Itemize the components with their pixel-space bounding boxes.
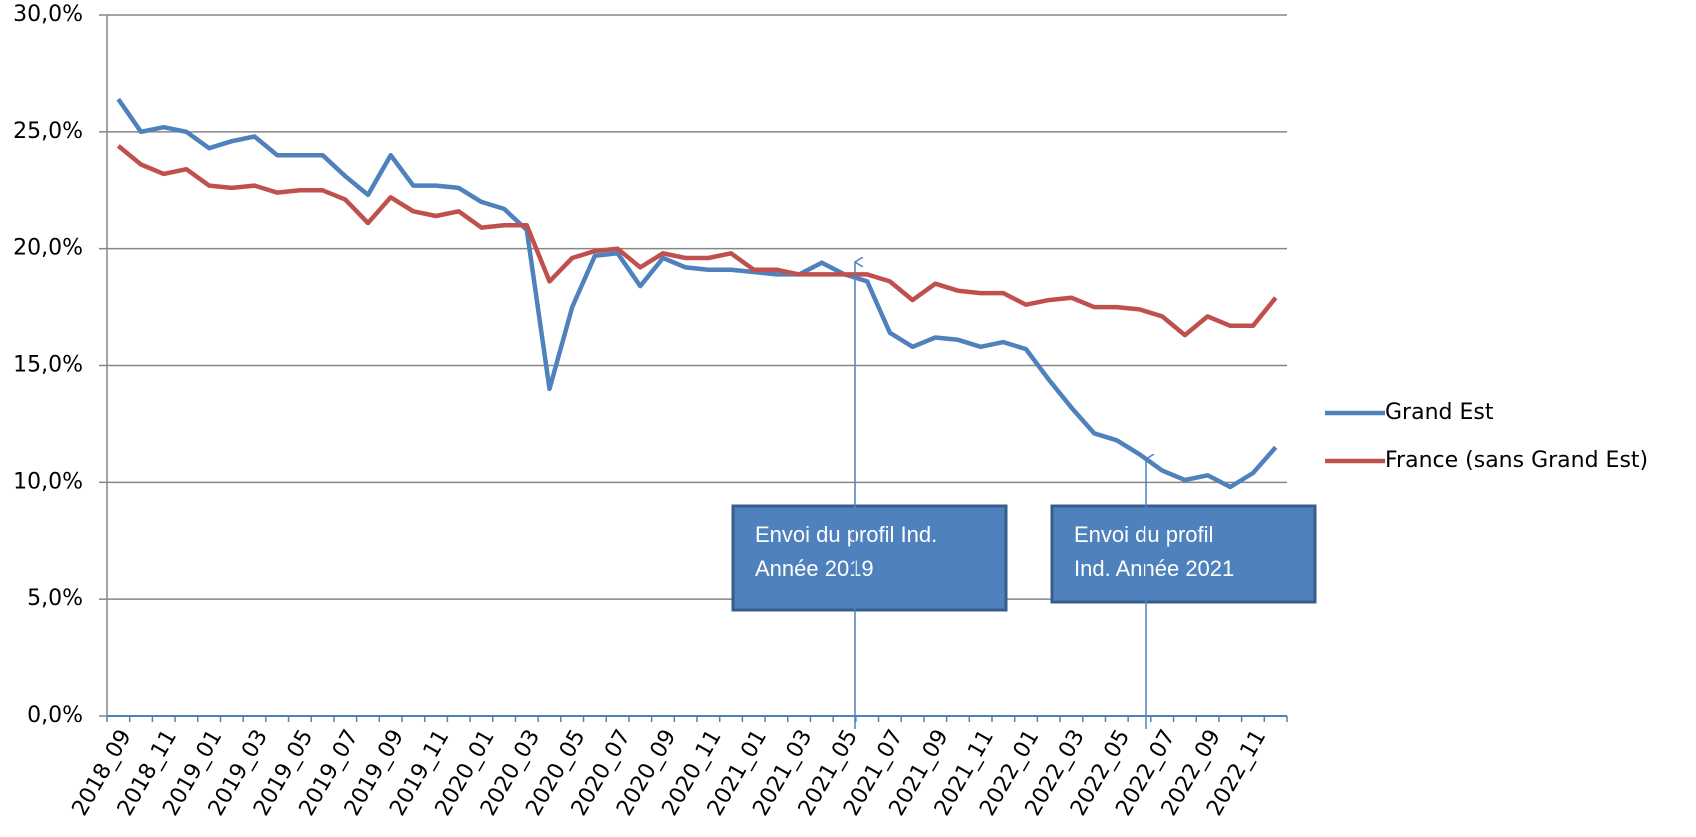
legend-label: France (sans Grand Est) (1385, 448, 1648, 473)
y-tick-label: 20,0% (13, 236, 83, 261)
annotation-text: Envoi du profil (1074, 522, 1213, 547)
y-tick-label: 5,0% (27, 586, 83, 611)
series-line (116, 144, 1278, 338)
series-line (116, 97, 1278, 490)
annotation-box (1050, 504, 1317, 604)
annotation-text: Année 2019 (755, 556, 874, 581)
y-tick-label: 25,0% (13, 119, 83, 144)
annotation-text: Ind. Année 2021 (1074, 556, 1234, 581)
y-tick-label: 10,0% (13, 469, 83, 494)
y-tick-label: 15,0% (13, 353, 83, 378)
legend-label: Grand Est (1385, 400, 1494, 425)
y-tick-label: 0,0% (27, 703, 83, 728)
y-tick-label: 30,0% (13, 2, 83, 27)
annotation-text: Envoi du profil Ind. (755, 522, 937, 547)
annotation-box (731, 504, 1008, 612)
